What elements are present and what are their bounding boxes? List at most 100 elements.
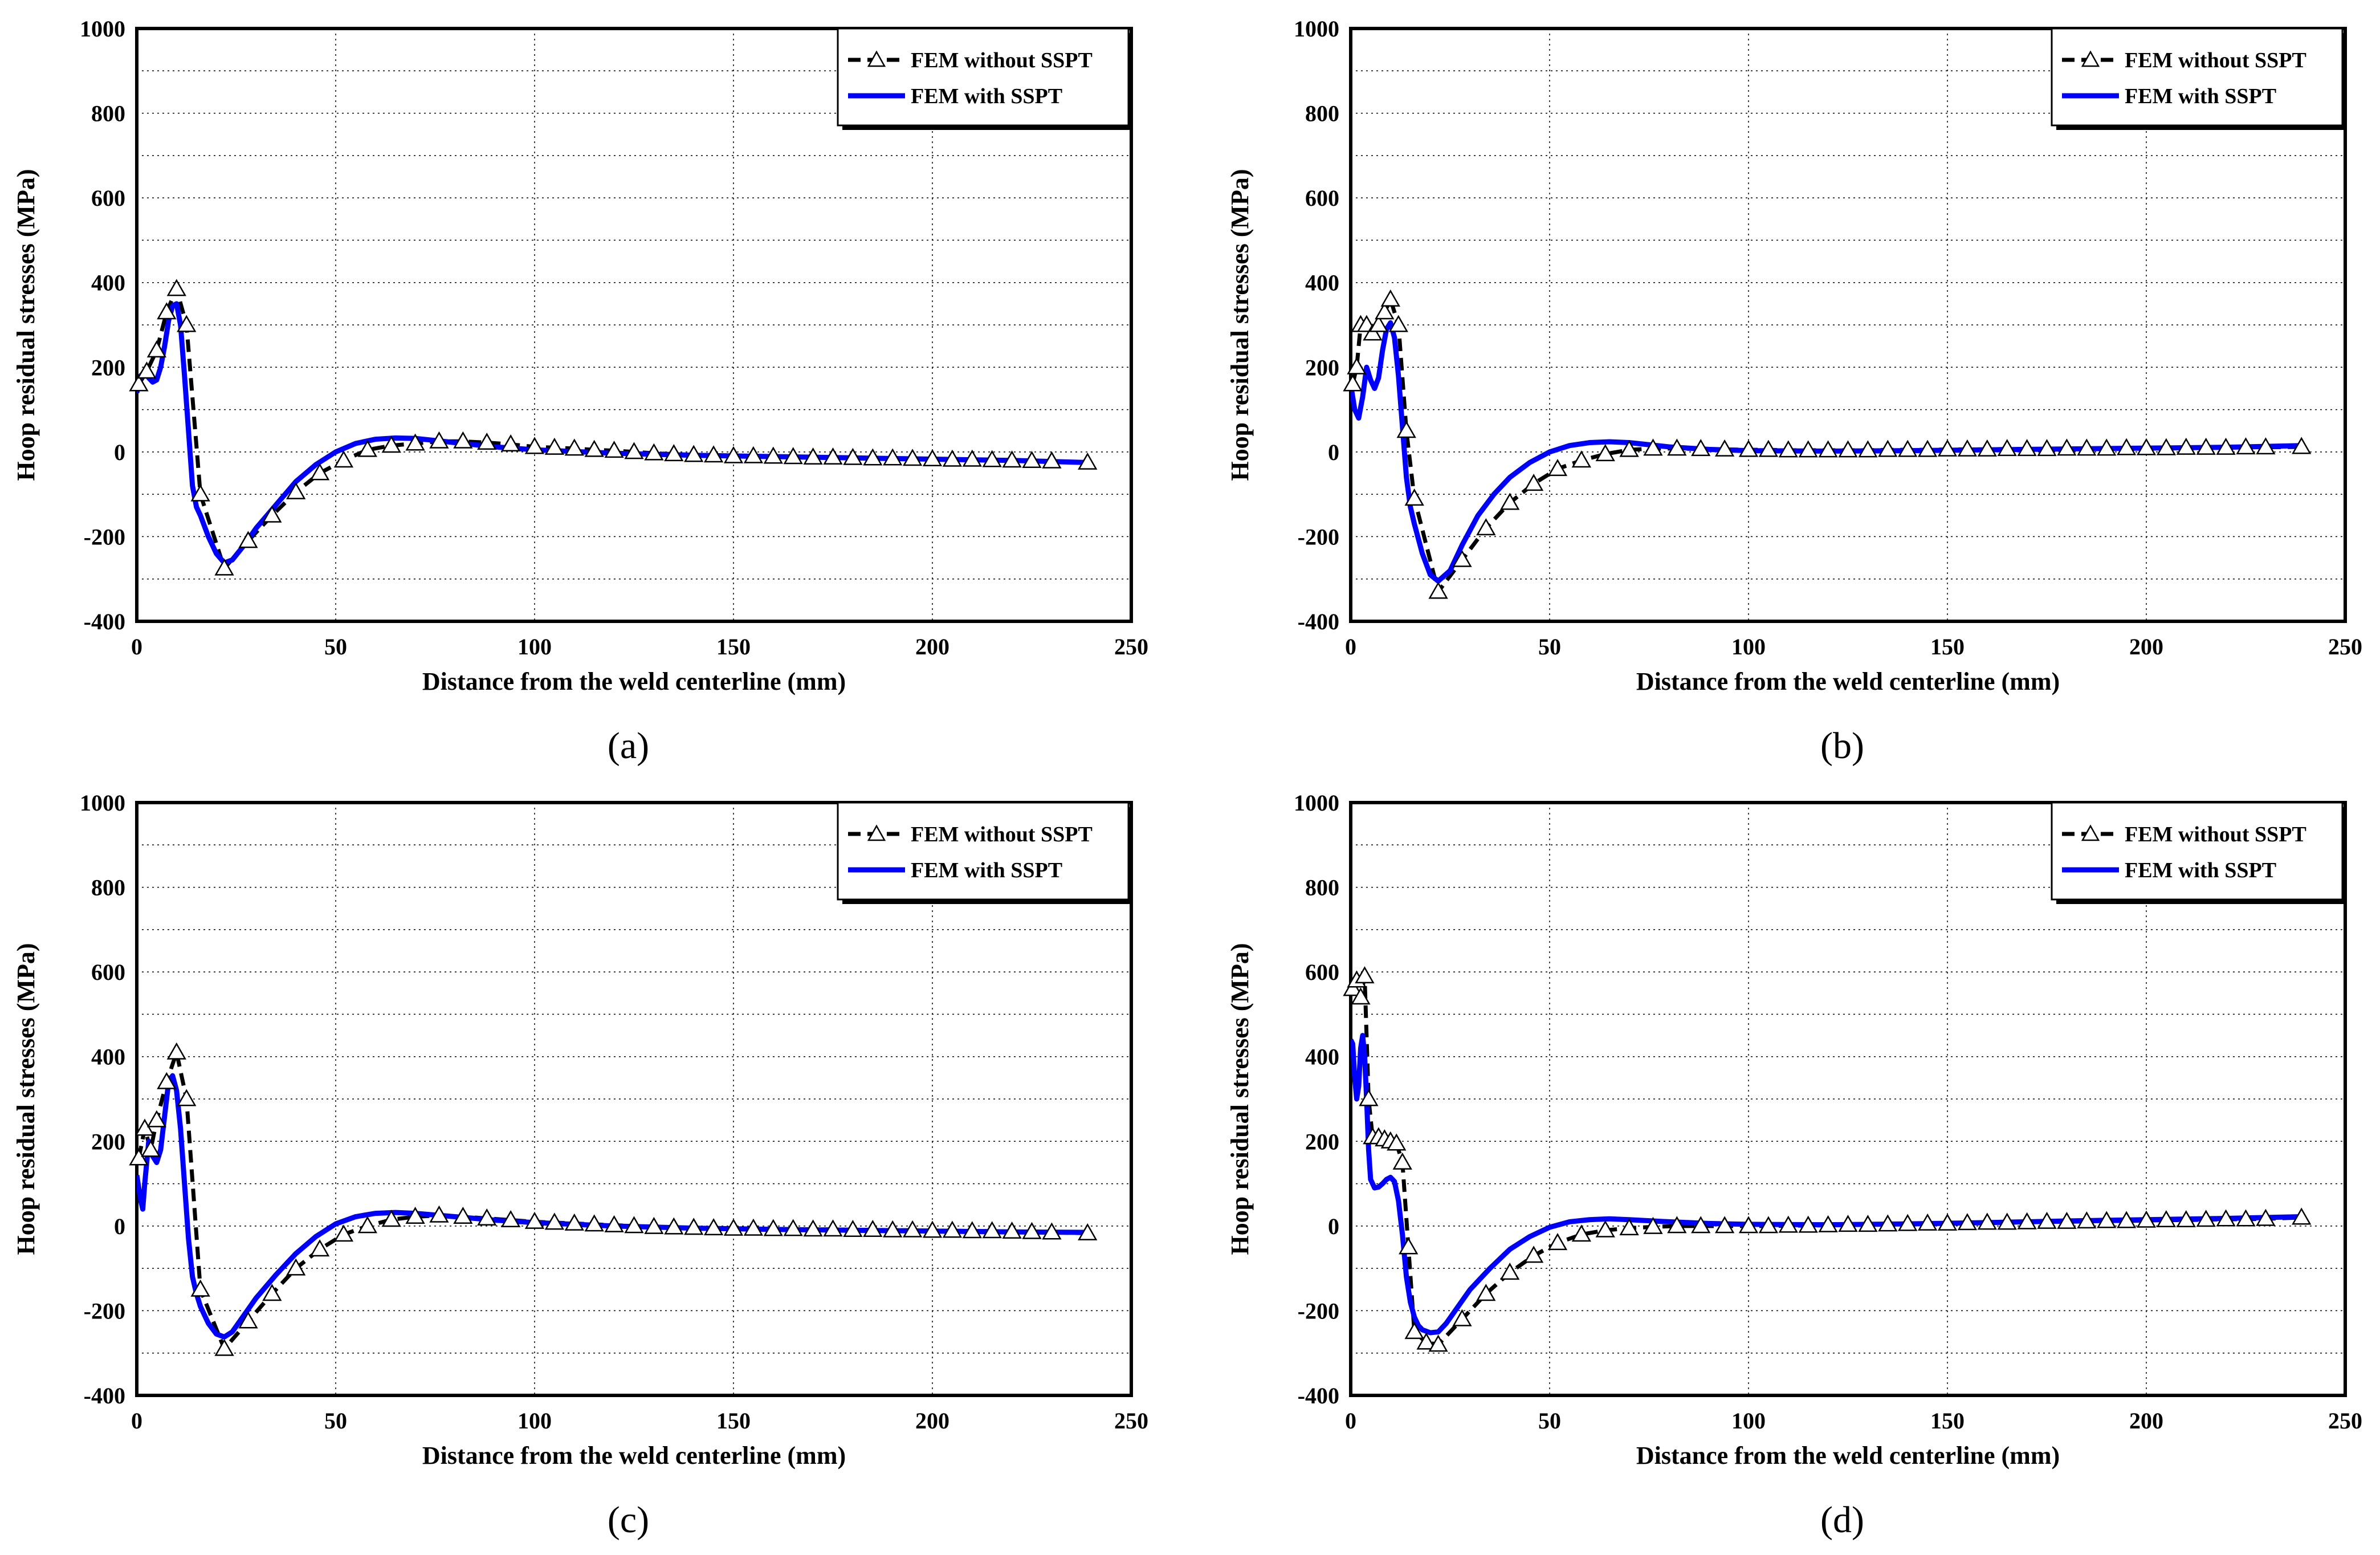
chart-panel-a: -400 -200 0 200 400 600 800 1000 0 50 100 150 200 250… xyxy=(12,16,1148,767)
data-point-marker xyxy=(2017,439,2037,457)
x-tick-label: 50 xyxy=(1538,1408,1561,1434)
data-point-marker xyxy=(1595,1220,1615,1238)
x-tick-label: 100 xyxy=(517,634,552,660)
data-layer xyxy=(137,1045,1088,1353)
data-point-marker xyxy=(664,1217,684,1235)
data-point-marker xyxy=(1937,439,1958,457)
data-point-marker xyxy=(1375,302,1395,320)
data-point-marker xyxy=(883,448,903,466)
data-point-marker xyxy=(2196,437,2216,455)
y-tick-label: 1000 xyxy=(1294,790,1339,816)
data-point-marker xyxy=(141,1139,161,1157)
y-tick-label: 200 xyxy=(1305,355,1339,380)
data-point-marker xyxy=(2156,1210,2177,1227)
data-point-marker xyxy=(2196,1210,2216,1227)
y-tick-label: 1000 xyxy=(1294,16,1339,42)
y-tick-label: -400 xyxy=(1298,1383,1339,1409)
data-point-marker xyxy=(1523,474,1544,491)
data-point-marker xyxy=(902,449,923,466)
data-point-marker xyxy=(564,1213,584,1231)
data-point-marker xyxy=(2292,437,2312,454)
data-point-marker xyxy=(333,450,354,468)
data-point-marker xyxy=(1619,439,1639,457)
y-tick-label: -200 xyxy=(1298,524,1339,549)
data-point-marker xyxy=(1404,1322,1424,1340)
data-point-marker xyxy=(177,315,197,332)
legend-label-fem-without-sspt: FEM without SSPT xyxy=(911,823,1093,846)
x-axis-title: Distance from the weld centerline (mm) xyxy=(422,1442,846,1469)
data-point-marker xyxy=(703,1218,724,1236)
legend: FEM without SSPT FEM with SSPT xyxy=(837,27,1133,130)
data-point-marker xyxy=(357,439,377,457)
data-point-marker xyxy=(843,1220,863,1238)
data-point-marker xyxy=(1714,1216,1735,1234)
plot-area-frame xyxy=(135,27,1133,623)
data-point-marker xyxy=(2216,1209,2236,1227)
data-point-marker xyxy=(477,432,497,450)
data-point-marker xyxy=(2176,1210,2196,1227)
data-layer xyxy=(137,283,1088,573)
x-tick-label: 200 xyxy=(915,634,949,660)
y-tick-label: 0 xyxy=(114,1214,125,1239)
data-point-marker xyxy=(1937,1213,1958,1231)
data-point-marker xyxy=(1778,440,1798,458)
y-tick-label: 800 xyxy=(1305,101,1339,127)
y-tick-label: 400 xyxy=(91,1044,125,1070)
legend-label-fem-without-sspt: FEM without SSPT xyxy=(2125,48,2306,72)
data-point-marker xyxy=(584,1214,604,1232)
data-point-marker xyxy=(146,1110,167,1127)
y-tick-label: -400 xyxy=(84,609,125,634)
data-point-marker xyxy=(137,361,157,379)
data-point-marker xyxy=(803,1219,823,1237)
series-line-fem-with-sspt xyxy=(137,1073,1088,1340)
x-tick-label: 0 xyxy=(1345,1408,1356,1434)
data-point-marker xyxy=(166,1042,186,1060)
data-point-marker xyxy=(129,1148,149,1166)
y-tick-label: -200 xyxy=(84,1298,125,1324)
data-point-marker xyxy=(1691,439,1711,457)
data-point-marker xyxy=(453,431,473,449)
data-point-marker xyxy=(1022,450,1042,468)
data-point-marker xyxy=(1898,439,1918,457)
data-point-marker xyxy=(584,439,604,457)
data-point-marker xyxy=(1363,323,1383,341)
data-point-marker xyxy=(743,446,764,463)
data-point-marker xyxy=(1667,438,1687,456)
data-point-marker xyxy=(524,437,545,454)
data-point-marker xyxy=(1022,1222,1042,1239)
x-axis-title: Distance from the weld centerline (mm) xyxy=(422,667,846,695)
data-point-marker xyxy=(1643,438,1663,456)
data-point-marker xyxy=(2057,1211,2077,1229)
data-point-marker xyxy=(333,1224,354,1242)
legend-marker-triangle xyxy=(2081,824,2100,841)
data-point-marker xyxy=(1798,1215,1818,1233)
data-point-marker xyxy=(624,1216,644,1234)
data-point-marker xyxy=(1355,966,1375,984)
panel-label: (b) xyxy=(1820,725,1864,767)
data-point-marker xyxy=(1368,315,1389,332)
data-point-marker xyxy=(1042,1222,1062,1240)
data-point-marker xyxy=(783,447,803,465)
x-tick-label: 250 xyxy=(2328,1408,2362,1434)
data-point-marker xyxy=(1380,289,1400,307)
data-layer xyxy=(1351,294,2302,596)
data-point-marker xyxy=(177,1089,197,1106)
x-tick-label: 100 xyxy=(1731,1408,1766,1434)
data-point-marker xyxy=(1343,374,1363,392)
data-point-marker xyxy=(2292,1207,2312,1225)
data-point-marker xyxy=(624,442,644,459)
data-point-marker xyxy=(684,1218,704,1235)
data-point-marker xyxy=(1500,1263,1520,1280)
y-axis-title: Hoop residual stresses (MPa) xyxy=(1226,943,1254,1255)
data-point-marker xyxy=(1042,451,1062,469)
data-point-marker xyxy=(1399,1237,1419,1255)
legend-box xyxy=(2051,801,2344,901)
data-point-marker xyxy=(723,1218,744,1236)
y-tick-label: 400 xyxy=(91,270,125,296)
data-point-marker xyxy=(1798,440,1818,458)
data-point-marker xyxy=(1416,1332,1436,1350)
data-point-marker xyxy=(2097,1211,2117,1228)
data-point-marker xyxy=(544,1212,565,1230)
x-tick-label: 150 xyxy=(716,634,751,660)
